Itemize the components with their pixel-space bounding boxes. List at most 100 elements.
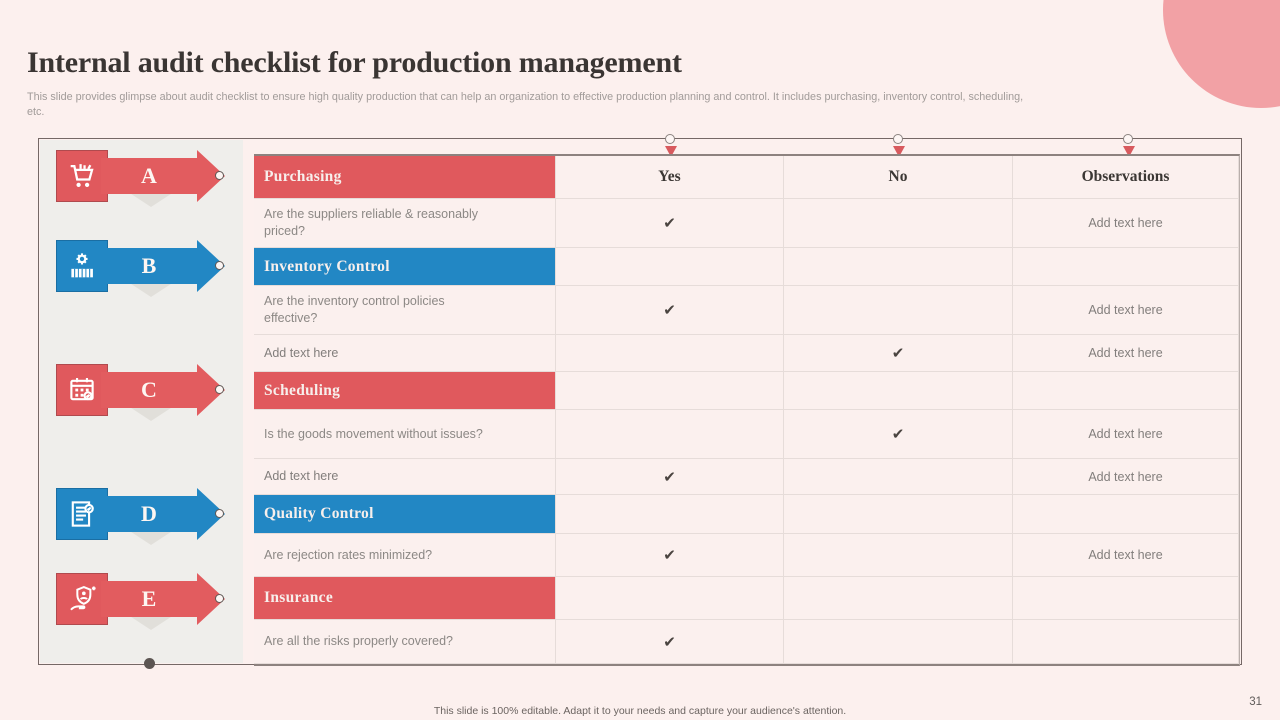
question-cell: Are the inventory control policies effec… [254, 286, 556, 335]
question-cell[interactable]: Add text here [254, 335, 556, 372]
step-marker-a: A [39, 124, 274, 228]
step-marker-d: D [39, 462, 274, 566]
connector-dot [893, 134, 903, 144]
category-cell-inventory-control[interactable]: Inventory Control [254, 248, 556, 286]
no-cell [784, 286, 1013, 335]
column-header-observations: Observations [1013, 156, 1239, 199]
step-arrow[interactable]: E [101, 581, 197, 617]
no-cell [784, 199, 1013, 248]
question-cell: Are the suppliers reliable & reasonably … [254, 199, 556, 248]
add-text-placeholder[interactable]: Add text here [264, 345, 339, 360]
empty-cell [556, 495, 784, 534]
add-text-placeholder[interactable]: Add text here [1088, 427, 1163, 441]
arrow-down-icon [665, 146, 677, 157]
step-marker-e: E [39, 547, 274, 651]
checklist-diagram-frame: A B [38, 134, 1242, 669]
empty-cell [556, 248, 784, 286]
shopping-cart-icon[interactable] [56, 150, 108, 202]
step-arrow[interactable]: B [101, 248, 197, 284]
slide-description: This slide provides glimpse about audit … [27, 90, 1024, 119]
empty-cell [556, 577, 784, 620]
connector-bottom-dot [144, 658, 155, 669]
add-text-placeholder[interactable]: Add text here [1088, 548, 1163, 562]
empty-cell [556, 372, 784, 410]
step-arrow[interactable]: C [101, 372, 197, 408]
yes-cell: ✔ [556, 199, 784, 248]
step-arrow[interactable]: D [101, 496, 197, 532]
observation-cell [1013, 620, 1239, 664]
connector-dot [1123, 134, 1133, 144]
chevron-down-icon [125, 528, 177, 545]
chevron-down-icon [125, 404, 177, 421]
column-header-yes: Yes [556, 156, 784, 199]
observation-cell[interactable]: Add text here [1013, 410, 1239, 459]
arrow-tip-dot [215, 594, 224, 603]
check-icon: ✔ [891, 345, 905, 362]
add-text-placeholder[interactable]: Add text here [1088, 216, 1163, 230]
step-marker-c: C [39, 338, 274, 442]
arrow-down-icon [1123, 146, 1135, 157]
no-cell: ✔ [784, 410, 1013, 459]
category-cell-quality-control[interactable]: Quality Control [254, 495, 556, 534]
add-text-placeholder[interactable]: Add text here [1088, 346, 1163, 360]
yes-cell: ✔ [556, 286, 784, 335]
page-number: 31 [1249, 696, 1262, 708]
empty-cell [784, 248, 1013, 286]
step-letter: C [141, 377, 157, 402]
empty-cell [1013, 248, 1239, 286]
yes-cell [556, 410, 784, 459]
question-cell: Are rejection rates minimized? [254, 534, 556, 577]
add-text-placeholder[interactable]: Add text here [264, 469, 339, 484]
arrow-tip-dot [215, 385, 224, 394]
check-icon: ✔ [663, 468, 676, 486]
page-title: Internal audit checklist for production … [27, 46, 682, 80]
editable-note: This slide is 100% editable. Adapt it to… [433, 705, 847, 717]
question-cell: Is the goods movement without issues? [254, 410, 556, 459]
arrow-tip-dot [215, 171, 224, 180]
category-cell-insurance[interactable]: Insurance [254, 577, 556, 620]
step-arrow[interactable]: A [101, 158, 197, 194]
step-letter: A [141, 163, 157, 188]
chevron-down-icon [125, 613, 177, 630]
arrow-tip-dot [215, 261, 224, 270]
check-icon: ✔ [663, 215, 676, 232]
check-icon: ✔ [663, 633, 676, 651]
check-icon: ✔ [663, 547, 676, 564]
observation-cell[interactable]: Add text here [1013, 199, 1239, 248]
add-text-placeholder[interactable]: Add text here [1088, 303, 1163, 317]
yes-cell [556, 335, 784, 372]
check-icon: ✔ [663, 302, 676, 319]
chevron-down-icon [125, 190, 177, 207]
step-letter: B [141, 253, 157, 278]
step-marker-b: B [39, 214, 274, 318]
step-letter: D [141, 501, 157, 526]
category-cell-scheduling[interactable]: Scheduling [254, 372, 556, 410]
connector-dot [665, 134, 675, 144]
no-cell: ✔ [784, 335, 1013, 372]
decorative-circle [1163, 0, 1280, 108]
audit-checklist-table: Purchasing Yes No Observations Are the s… [254, 154, 1240, 666]
empty-cell [1013, 495, 1239, 534]
no-cell [784, 534, 1013, 577]
arrow-tip-dot [215, 509, 224, 518]
category-cell-purchasing[interactable]: Purchasing [254, 156, 556, 199]
question-cell[interactable]: Add text here [254, 459, 556, 495]
empty-cell [784, 372, 1013, 410]
no-cell [784, 459, 1013, 495]
observation-cell[interactable]: Add text here [1013, 534, 1239, 577]
empty-cell [1013, 577, 1239, 620]
yes-cell: ✔ [556, 534, 784, 577]
check-icon: ✔ [891, 426, 905, 443]
question-cell: Are all the risks properly covered? [254, 620, 556, 664]
empty-cell [784, 495, 1013, 534]
yes-cell: ✔ [556, 620, 784, 664]
connector-yes [665, 134, 677, 157]
add-text-placeholder[interactable]: Add text here [1088, 469, 1163, 484]
observation-cell[interactable]: Add text here [1013, 335, 1239, 372]
step-letter: E [141, 586, 157, 611]
observation-cell[interactable]: Add text here [1013, 459, 1239, 495]
insurance-shield-icon[interactable] [56, 573, 108, 625]
yes-cell: ✔ [556, 459, 784, 495]
observation-cell[interactable]: Add text here [1013, 286, 1239, 335]
chevron-down-icon [125, 280, 177, 297]
